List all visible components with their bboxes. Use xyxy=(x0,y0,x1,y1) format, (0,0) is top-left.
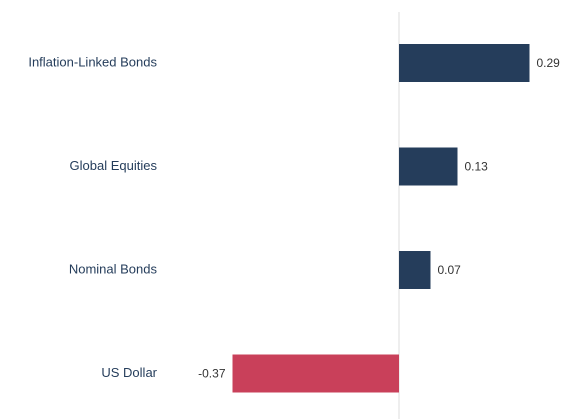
bar xyxy=(399,147,458,186)
bar xyxy=(399,44,530,82)
category-label: US Dollar xyxy=(101,365,157,380)
value-label: 0.29 xyxy=(537,56,561,70)
bar xyxy=(232,354,399,393)
category-label: Global Equities xyxy=(70,158,158,173)
value-label: -0.37 xyxy=(198,367,226,381)
category-label: Inflation-Linked Bonds xyxy=(28,54,157,69)
bar xyxy=(399,251,431,289)
category-label: Nominal Bonds xyxy=(69,261,158,276)
value-label: 0.07 xyxy=(438,263,462,277)
value-label: 0.13 xyxy=(465,160,489,174)
